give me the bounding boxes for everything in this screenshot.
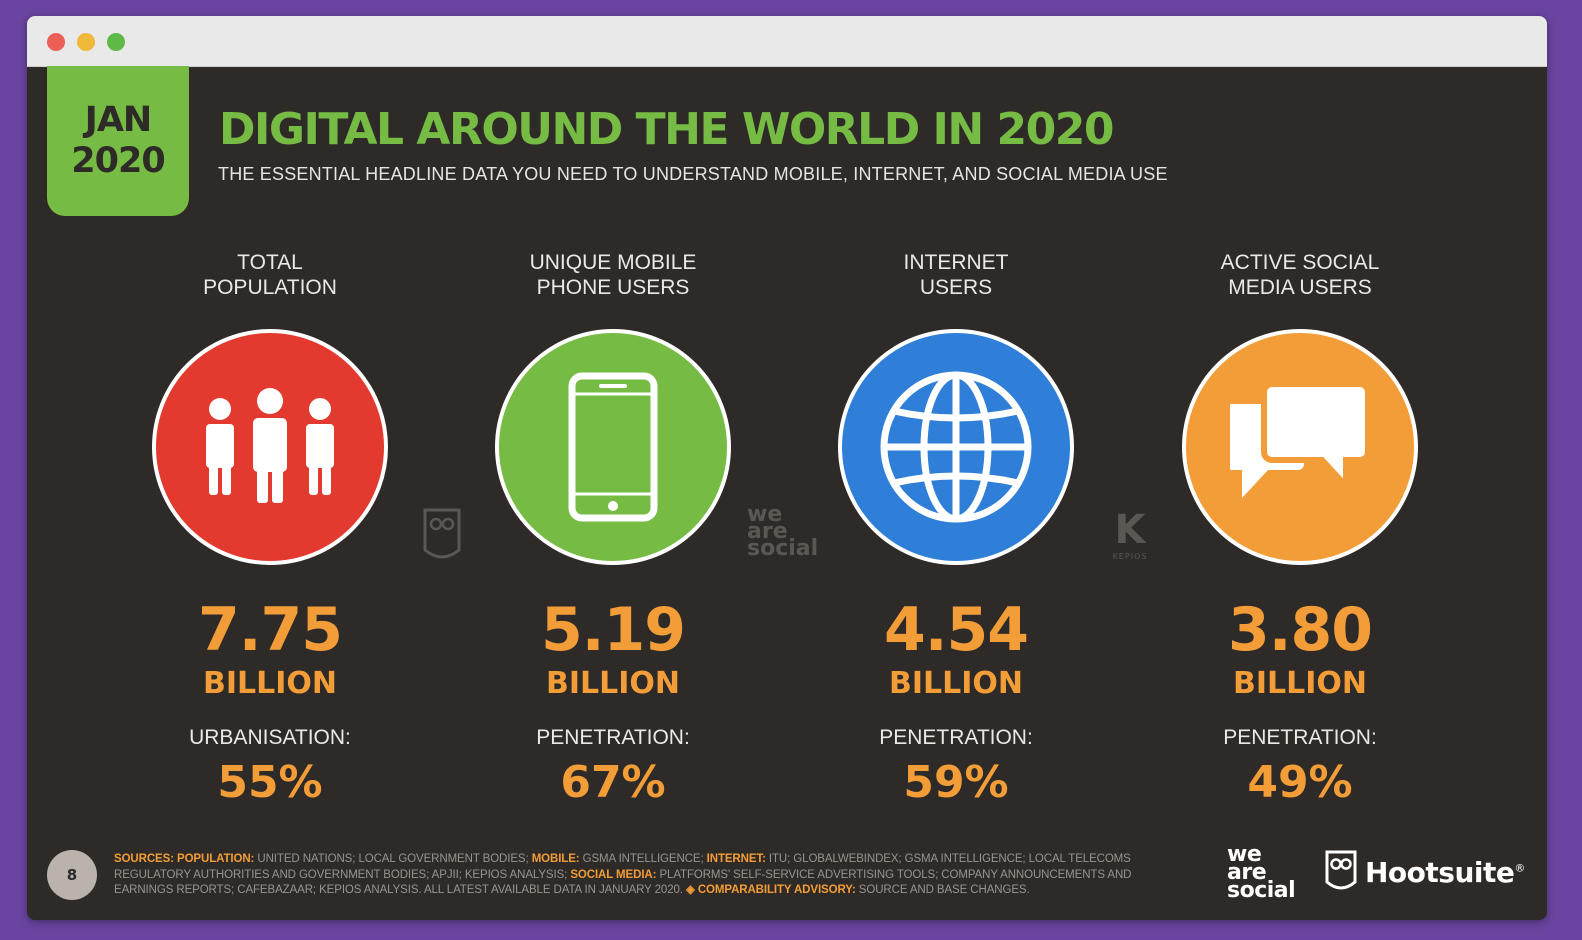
stat-value: 7.75 [197,595,343,665]
we-are-social-logo: we are social [1227,842,1296,903]
minimize-window-button[interactable] [77,33,95,51]
stat-total-population: TOTAL POPULATION 7.75 [120,250,420,808]
stat-metric-value: 67% [560,757,666,808]
stat-unit: BILLION [545,666,681,701]
stat-icon-circle [838,329,1074,565]
stat-metric-value: 49% [1247,757,1353,808]
date-badge: JAN 2020 [47,66,189,216]
badge-month: JAN [84,100,152,140]
kepios-watermark: K KEPIOS [1107,508,1153,561]
window-titlebar [27,16,1547,67]
hootsuite-logo: Hootsuite® [1325,850,1525,894]
stat-label: ACTIVE SOCIAL MEDIA USERS [1220,251,1380,299]
stat-label: TOTAL POPULATION [203,251,337,299]
kepios-text: KEPIOS [1112,552,1148,561]
chat-bubbles-icon [1230,382,1370,498]
stat-value: 5.19 [540,595,686,665]
globe-icon [880,371,1032,523]
kepios-mark: K [1114,507,1146,553]
stat-metric-value: 55% [217,757,323,808]
maximize-window-button[interactable] [107,33,125,51]
close-window-button[interactable] [47,33,65,51]
stat-metric-value: 59% [903,757,1009,808]
hootsuite-owl-icon [1325,850,1357,890]
stat-internet-users: INTERNET USERS 4.54 BILLION PENETRATION:… [806,250,1106,808]
page-subtitle: THE ESSENTIAL HEADLINE DATA YOU NEED TO … [218,164,1168,184]
sources-text: SOURCES: POPULATION: UNITED NATIONS; LOC… [114,853,1132,896]
page-title: DIGITAL AROUND THE WORLD IN 2020 [219,104,1115,155]
stat-value: 3.80 [1227,595,1373,665]
people-icon [206,388,334,503]
stat-label: INTERNET USERS [903,251,1009,299]
stat-unique-mobile-users: UNIQUE MOBILE PHONE USERS 5.19 BILLION P… [463,250,763,808]
hootsuite-owl-watermark-icon [423,508,461,568]
stat-icon-circle [495,329,731,565]
we-are-social-watermark: we are social [747,502,819,561]
hootsuite-name: Hootsuite® [1365,855,1525,889]
stat-value: 4.54 [883,595,1029,665]
browser-window: JAN 2020 DIGITAL AROUND THE WORLD IN 202… [27,16,1547,920]
stat-label: UNIQUE MOBILE PHONE USERS [529,251,697,299]
page-number: 8 [47,850,97,900]
stat-metric-label: URBANISATION: [189,726,351,749]
stat-unit: BILLION [202,666,338,701]
stat-icon-circle [152,329,388,565]
stat-icon-circle [1182,329,1418,565]
stat-metric-label: PENETRATION: [1223,726,1377,749]
stat-unit: BILLION [1232,666,1368,701]
stat-metric-label: PENETRATION: [536,726,690,749]
stat-unit: BILLION [888,666,1024,701]
mobile-phone-icon [568,372,658,522]
stat-metric-label: PENETRATION: [879,726,1033,749]
stat-active-social-media-users: ACTIVE SOCIAL MEDIA USERS 3.80 BILLION P… [1150,250,1450,808]
badge-year: 2020 [71,141,165,181]
